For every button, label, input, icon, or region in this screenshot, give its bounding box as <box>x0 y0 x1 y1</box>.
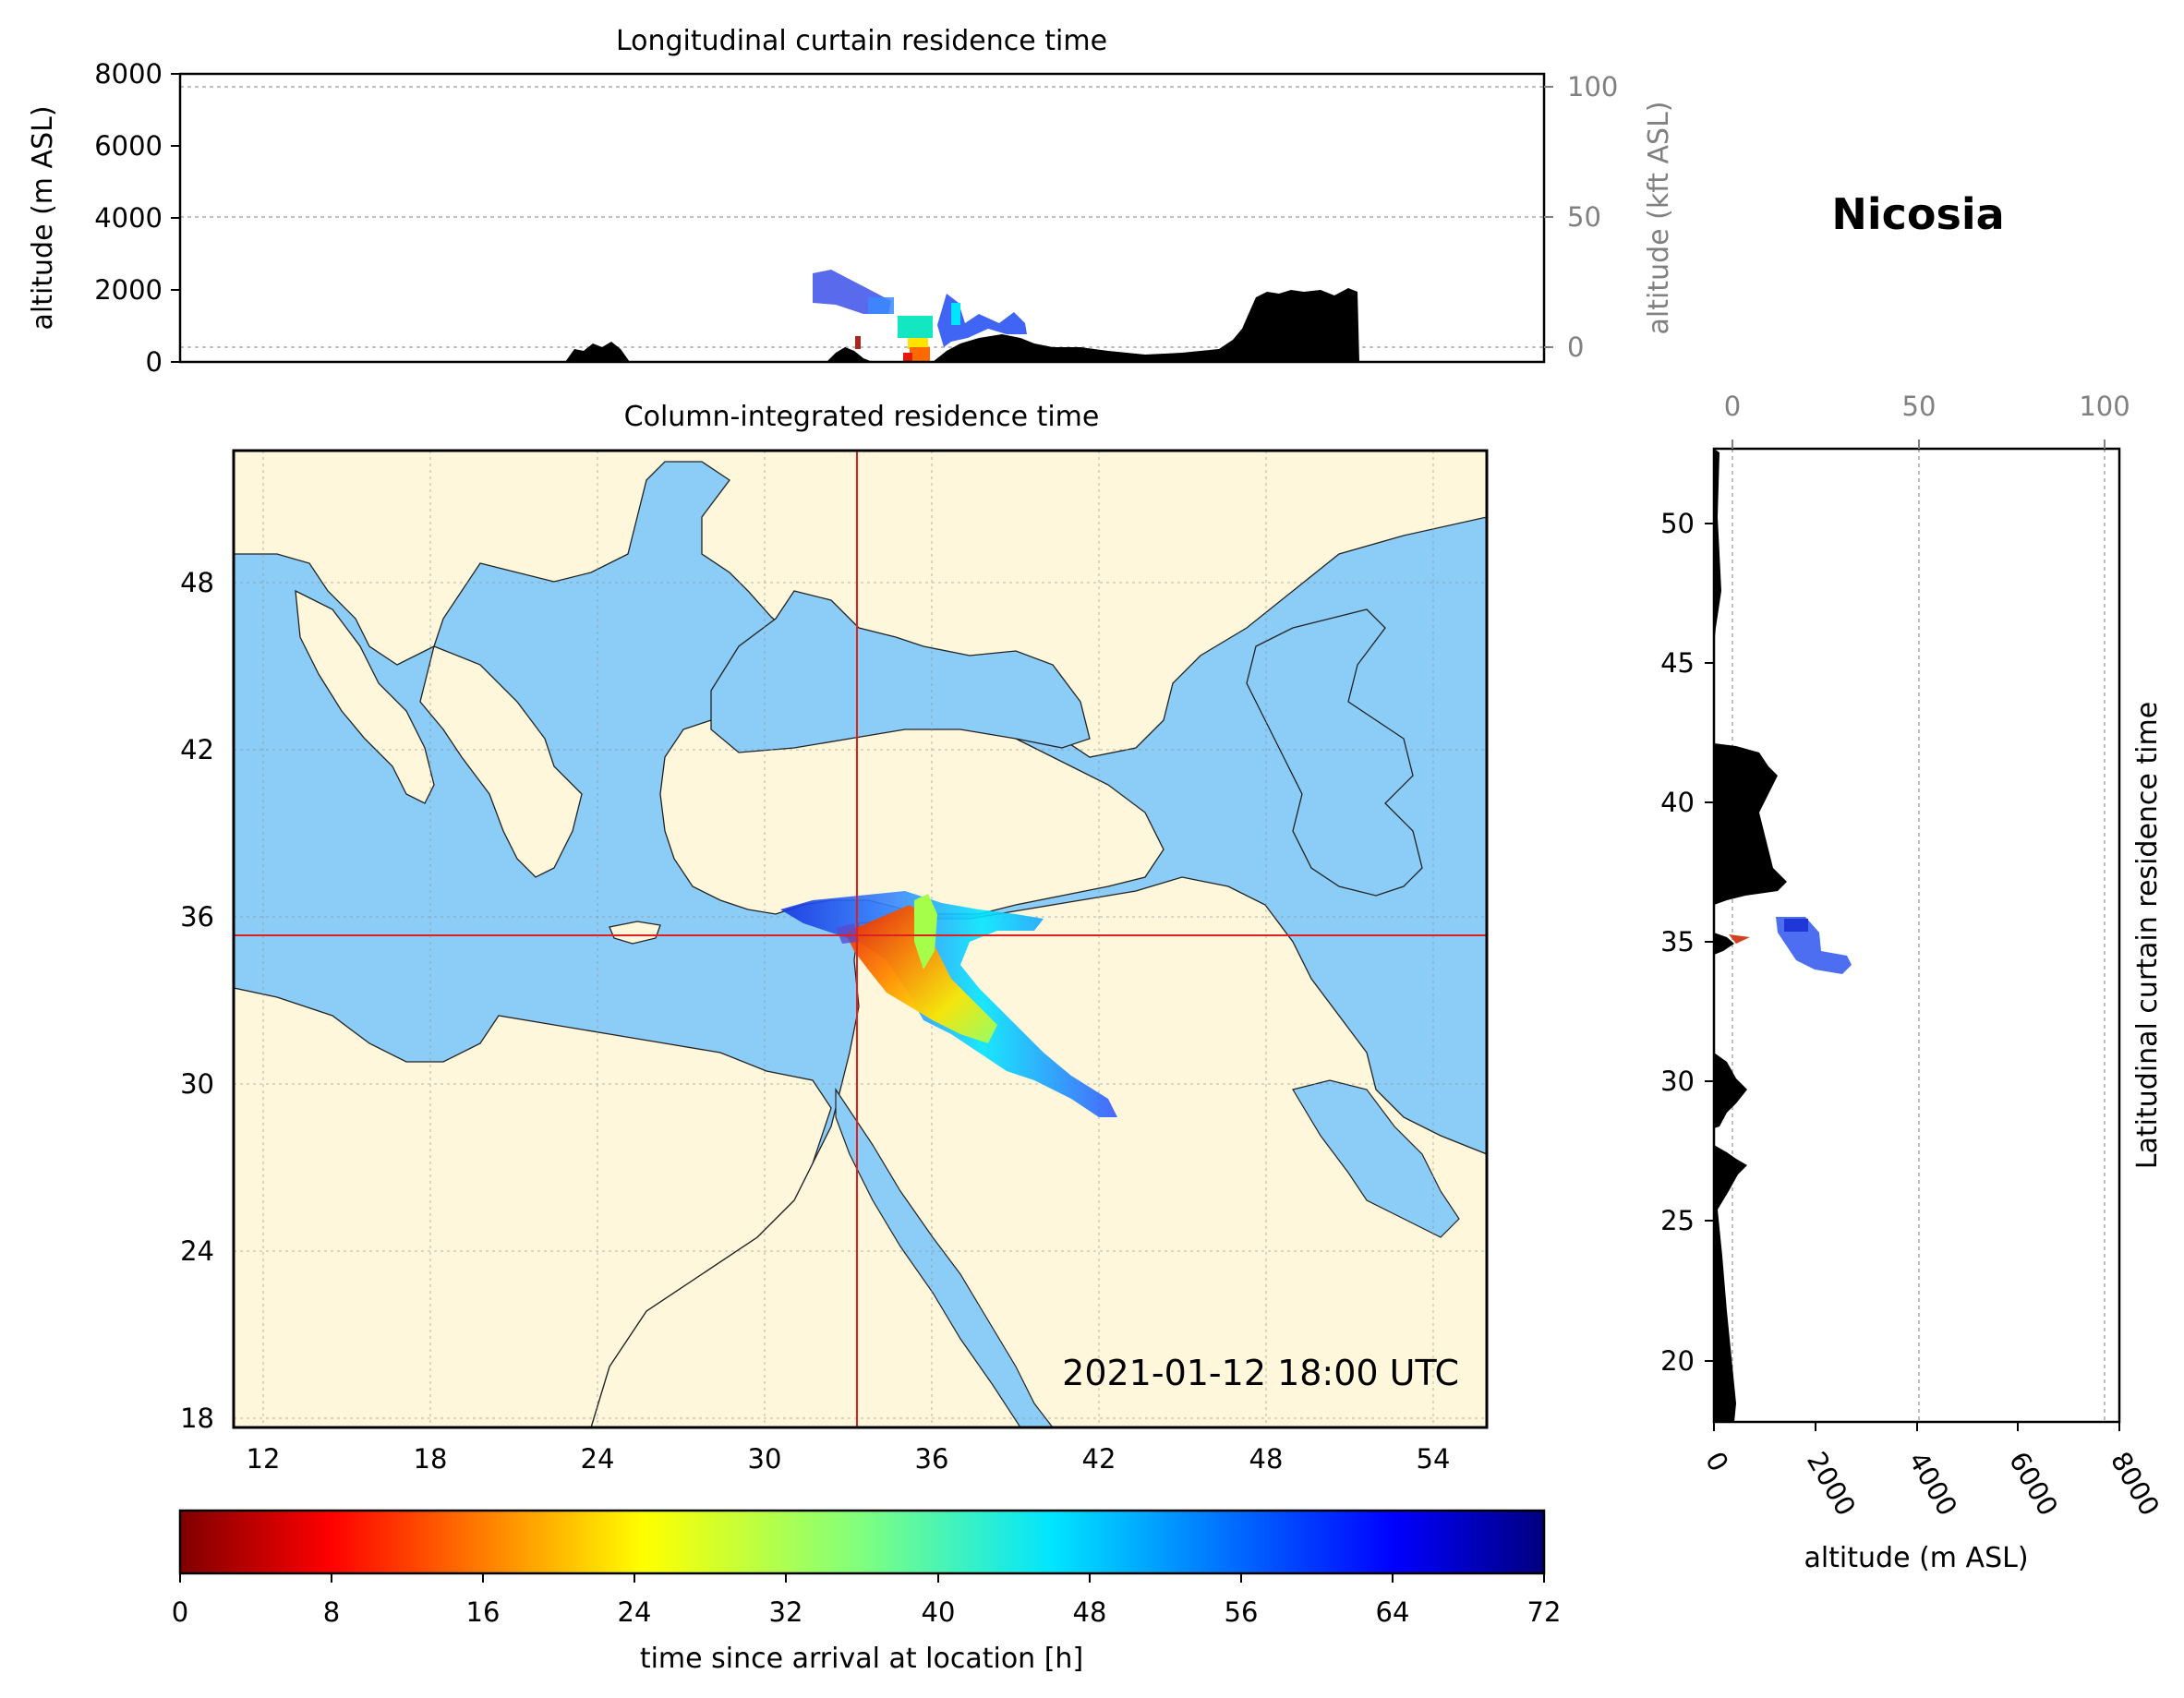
station-title: Nicosia <box>1831 189 2004 239</box>
colorbar-tick: 72 <box>1527 1596 1562 1628</box>
right-lat-axis <box>1705 523 1714 1362</box>
right-ylabel: Latitudinal curtain residence time <box>2131 702 2164 1169</box>
right-bottom-tick: 0 <box>1699 1447 1735 1477</box>
top-terrain-profile <box>565 288 1359 362</box>
colorbar-tick: 64 <box>1376 1596 1410 1628</box>
top-panel-gridlines <box>180 86 1544 348</box>
colorbar-tick: 48 <box>1073 1596 1107 1628</box>
colorbar-tick: 8 <box>323 1596 340 1628</box>
colorbar: 0 8 16 24 32 40 48 56 64 72 time since a… <box>172 1509 1562 1675</box>
top-left-axis <box>171 73 180 363</box>
top-ytick: 0 <box>146 346 163 378</box>
lat-tick: 18 <box>180 1403 214 1434</box>
right-lat-tick: 30 <box>1660 1066 1695 1097</box>
top-ylabel: altitude (m ASL) <box>27 105 59 330</box>
top-right-ytick: 50 <box>1567 201 1601 233</box>
top-ytick: 4000 <box>94 202 163 234</box>
colorbar-tick: 40 <box>922 1596 956 1628</box>
top-ytick: 6000 <box>94 130 163 162</box>
lon-tick: 48 <box>1249 1443 1284 1475</box>
lon-tick: 12 <box>247 1443 281 1475</box>
persian-gulf <box>1292 1079 1460 1238</box>
red-sea <box>835 1088 1054 1427</box>
timestamp-label: 2021-01-12 18:00 UTC <box>1062 1353 1459 1393</box>
map-panel: Column-integrated residence time <box>180 401 1489 1475</box>
right-bottom-axis <box>1713 1422 2120 1431</box>
lon-tick: 54 <box>1417 1443 1451 1475</box>
top-right-ytick: 0 <box>1567 331 1584 363</box>
map-frame <box>232 449 1489 1429</box>
right-top-tick: 0 <box>1724 391 1741 422</box>
lat-tick: 42 <box>180 734 214 765</box>
colorbar-tick: 24 <box>618 1596 652 1628</box>
right-bottom-tick: 6000 <box>2003 1447 2064 1522</box>
lat-tick: 30 <box>180 1068 214 1100</box>
colorbar-tick: 32 <box>769 1596 803 1628</box>
right-top-axis <box>1732 440 2106 449</box>
top-residence-plume <box>813 270 1027 362</box>
black-sea <box>710 590 1091 753</box>
right-panel-frame <box>1712 447 2121 1424</box>
right-lat-tick: 35 <box>1660 926 1695 957</box>
site-crosshair <box>234 451 1487 1427</box>
right-top-tick: 100 <box>2079 391 2130 422</box>
lon-tick: 18 <box>414 1443 448 1475</box>
colorbar-tick: 0 <box>172 1596 188 1628</box>
top-ytick: 8000 <box>94 58 163 90</box>
right-top-tick: 50 <box>1902 391 1937 422</box>
top-right-axis <box>1544 86 1553 348</box>
top-right-ylabel: altitude (kft ASL) <box>1643 101 1675 334</box>
right-residence-plume <box>1729 917 1852 974</box>
lon-tick: 30 <box>748 1443 782 1475</box>
longitudinal-curtain-panel: Longitudinal curtain residence time <box>27 25 1675 378</box>
colorbar-ticks <box>179 1573 1545 1583</box>
lat-tick: 24 <box>180 1235 214 1267</box>
top-right-ytick: 100 <box>1567 71 1618 102</box>
right-lat-tick: 20 <box>1660 1345 1695 1377</box>
map-land <box>234 451 1487 1427</box>
right-terrain-profile <box>1714 449 1787 1422</box>
colorbar-tick: 56 <box>1225 1596 1259 1628</box>
caspian-sea <box>1246 608 1423 897</box>
right-lat-tick: 40 <box>1660 787 1695 818</box>
lat-tick: 36 <box>180 901 214 933</box>
top-ytick: 2000 <box>94 274 163 306</box>
lon-tick: 24 <box>581 1443 615 1475</box>
map-panel-title: Column-integrated residence time <box>624 401 1100 433</box>
right-bottom-tick: 2000 <box>1801 1447 1862 1522</box>
residence-time-plume <box>780 891 1117 1117</box>
lon-tick: 36 <box>915 1443 949 1475</box>
lon-tick: 42 <box>1082 1443 1116 1475</box>
latitudinal-curtain-panel: 20 25 30 35 40 45 50 0 50 100 0 2000 400… <box>1660 391 2166 1574</box>
right-bottom-tick: 8000 <box>2105 1447 2166 1522</box>
right-xlabel: altitude (m ASL) <box>1804 1542 2028 1574</box>
right-lat-tick: 45 <box>1660 647 1695 679</box>
map-graticule <box>234 451 1487 1427</box>
colorbar-tick: 16 <box>466 1596 501 1628</box>
right-lat-tick: 50 <box>1660 508 1695 539</box>
right-bottom-tick: 4000 <box>1902 1447 1963 1522</box>
right-lat-tick: 25 <box>1660 1205 1695 1236</box>
colorbar-gradient <box>178 1509 1546 1575</box>
colorbar-label: time since arrival at location [h] <box>640 1643 1083 1675</box>
top-panel-title: Longitudinal curtain residence time <box>616 25 1107 57</box>
lat-tick: 48 <box>180 567 214 598</box>
